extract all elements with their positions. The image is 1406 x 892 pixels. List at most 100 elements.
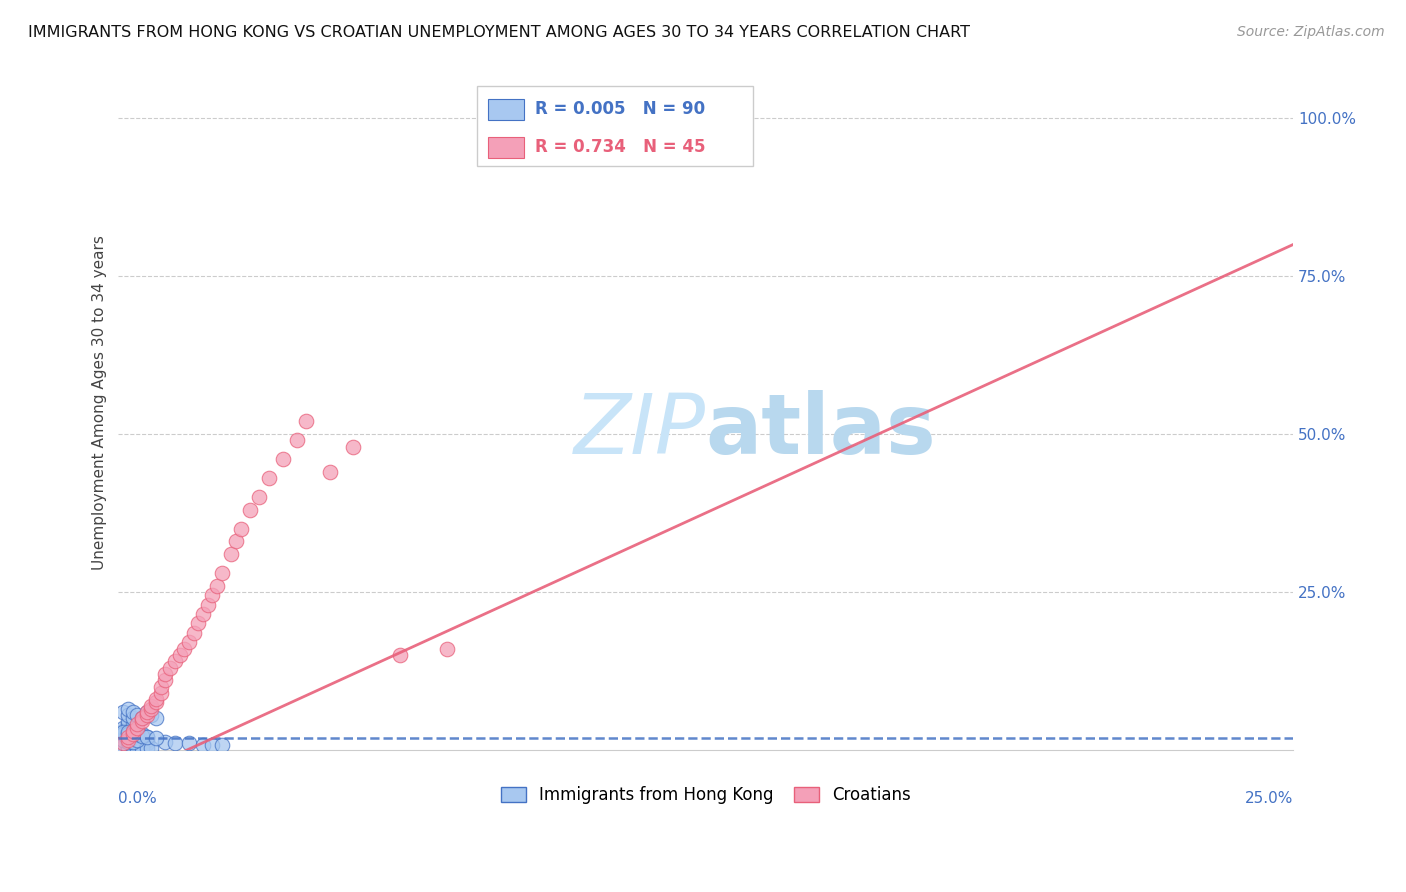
Point [117, 738, 139, 752]
Text: 25.0%: 25.0% [1244, 791, 1294, 806]
Point [135, 733, 157, 747]
Point [112, 738, 135, 752]
Point [159, 660, 181, 674]
Point [121, 723, 143, 738]
Point [121, 725, 143, 739]
Point [257, 471, 280, 485]
Legend: Immigrants from Hong Kong, Croatians: Immigrants from Hong Kong, Croatians [494, 780, 917, 811]
Point [121, 711, 143, 725]
Point [135, 730, 157, 744]
Point [131, 739, 153, 754]
Point [131, 733, 153, 747]
Point [163, 654, 186, 668]
Point [127, 708, 149, 723]
Point [117, 733, 139, 747]
Point [112, 736, 135, 750]
Point [155, 667, 177, 681]
Point [121, 736, 143, 750]
Point [191, 607, 214, 621]
Text: Source: ZipAtlas.com: Source: ZipAtlas.com [1237, 25, 1385, 39]
Point [131, 741, 153, 756]
Point [121, 741, 143, 756]
Point [131, 727, 153, 741]
Point [112, 721, 135, 735]
Point [127, 727, 149, 741]
Point [145, 711, 167, 725]
Point [145, 731, 167, 746]
Point [121, 717, 143, 731]
Point [135, 705, 157, 719]
Point [155, 735, 177, 749]
Point [219, 547, 242, 561]
Point [117, 730, 139, 744]
Point [112, 725, 135, 739]
Point [117, 714, 139, 729]
Point [117, 717, 139, 731]
Point [117, 735, 139, 749]
FancyBboxPatch shape [477, 87, 752, 166]
Point [117, 725, 139, 739]
Point [205, 578, 228, 592]
Point [121, 738, 143, 752]
Point [173, 641, 195, 656]
Point [121, 735, 143, 749]
Point [155, 673, 177, 688]
Point [319, 465, 342, 479]
Bar [488, 99, 523, 120]
Point [121, 723, 143, 738]
Point [127, 717, 149, 731]
Bar [488, 137, 523, 158]
Point [436, 641, 458, 656]
Point [177, 635, 200, 649]
Point [117, 733, 139, 747]
Point [117, 736, 139, 750]
Point [121, 727, 143, 741]
Point [211, 738, 233, 752]
Point [295, 414, 318, 428]
Point [211, 566, 233, 580]
Point [131, 730, 153, 744]
Point [117, 740, 139, 755]
Point [135, 736, 157, 750]
Point [127, 730, 149, 744]
Point [112, 739, 135, 754]
Text: atlas: atlas [706, 390, 936, 471]
Point [247, 490, 270, 504]
Point [201, 738, 224, 752]
Point [177, 736, 200, 750]
Point [112, 723, 135, 738]
Point [117, 708, 139, 723]
Point [145, 692, 167, 706]
Point [131, 714, 153, 729]
Point [141, 702, 163, 716]
Point [112, 738, 135, 752]
Point [141, 708, 163, 723]
Point [127, 738, 149, 752]
Point [201, 588, 224, 602]
Point [131, 736, 153, 750]
Point [342, 440, 364, 454]
Point [117, 741, 139, 756]
Point [121, 705, 143, 719]
Point [121, 727, 143, 741]
Point [121, 727, 143, 741]
Point [135, 705, 157, 719]
Text: 0.0%: 0.0% [118, 791, 157, 806]
Point [197, 598, 219, 612]
Point [112, 730, 135, 744]
Point [117, 721, 139, 735]
Text: R = 0.734   N = 45: R = 0.734 N = 45 [536, 138, 706, 156]
Point [239, 503, 262, 517]
Point [187, 616, 209, 631]
Point [127, 721, 149, 735]
Point [112, 733, 135, 747]
Point [271, 452, 294, 467]
Point [112, 733, 135, 747]
Point [169, 648, 191, 662]
Point [127, 739, 149, 754]
Point [145, 695, 167, 709]
Point [112, 736, 135, 750]
Point [121, 740, 143, 755]
Point [141, 741, 163, 756]
Point [117, 730, 139, 744]
